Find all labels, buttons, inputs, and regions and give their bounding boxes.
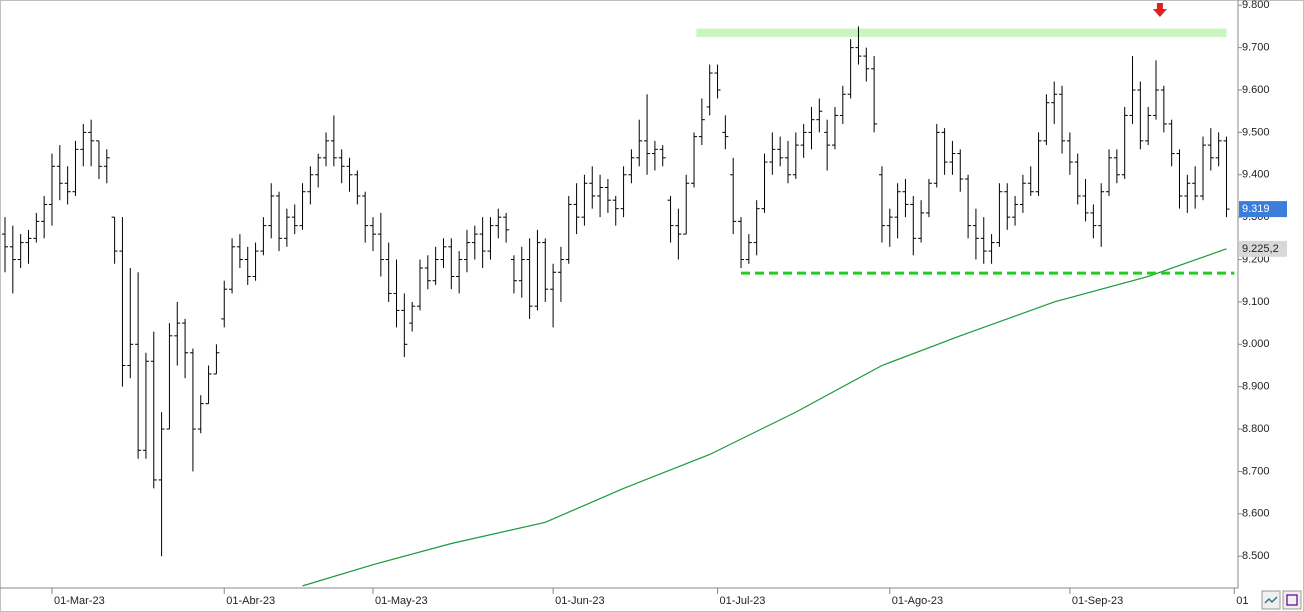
x-tick-label: 01-May-23 [375,595,428,607]
y-tick-label: 9.800 [1242,0,1270,11]
y-tick-label: 9.100 [1242,296,1270,308]
y-tick-label: 9.600 [1242,84,1270,96]
save-button[interactable] [1282,590,1302,610]
x-tick-label: 01-Jul-23 [720,595,766,607]
save-icon [1286,594,1298,606]
y-tick-label: 8.700 [1242,465,1270,477]
toolbar [1261,590,1302,610]
price-tag [1239,240,1287,257]
y-tick-label: 8.900 [1242,381,1270,393]
price-tag-label: 9.319 [1242,203,1270,215]
y-tick-label: 8.600 [1242,508,1270,520]
y-tick-label: 9.500 [1242,126,1270,138]
scroll-icon [1264,596,1278,604]
y-tick-label: 8.800 [1242,423,1270,435]
x-tick-label: 01-Abr-23 [226,595,275,607]
moving-average [302,248,1227,587]
x-tick-label: 01 [1236,595,1248,607]
x-tick-label: 01-Mar-23 [54,595,105,607]
ohlc-bars [2,26,1230,557]
signal-arrow [1152,3,1167,17]
price-tag-label: 9.225,2 [1242,243,1279,255]
price-tag [1239,201,1287,218]
y-tick-label: 9.700 [1242,42,1270,54]
x-tick-label: 01-Jun-23 [555,595,605,607]
resistance-band [696,28,1227,38]
y-tick-label: 9.400 [1242,169,1270,181]
y-tick-label: 9.000 [1242,338,1270,350]
x-tick-label: 01-Ago-23 [892,595,943,607]
y-tick-label: 8.500 [1242,550,1270,562]
x-tick-label: 01-Sep-23 [1072,595,1123,607]
